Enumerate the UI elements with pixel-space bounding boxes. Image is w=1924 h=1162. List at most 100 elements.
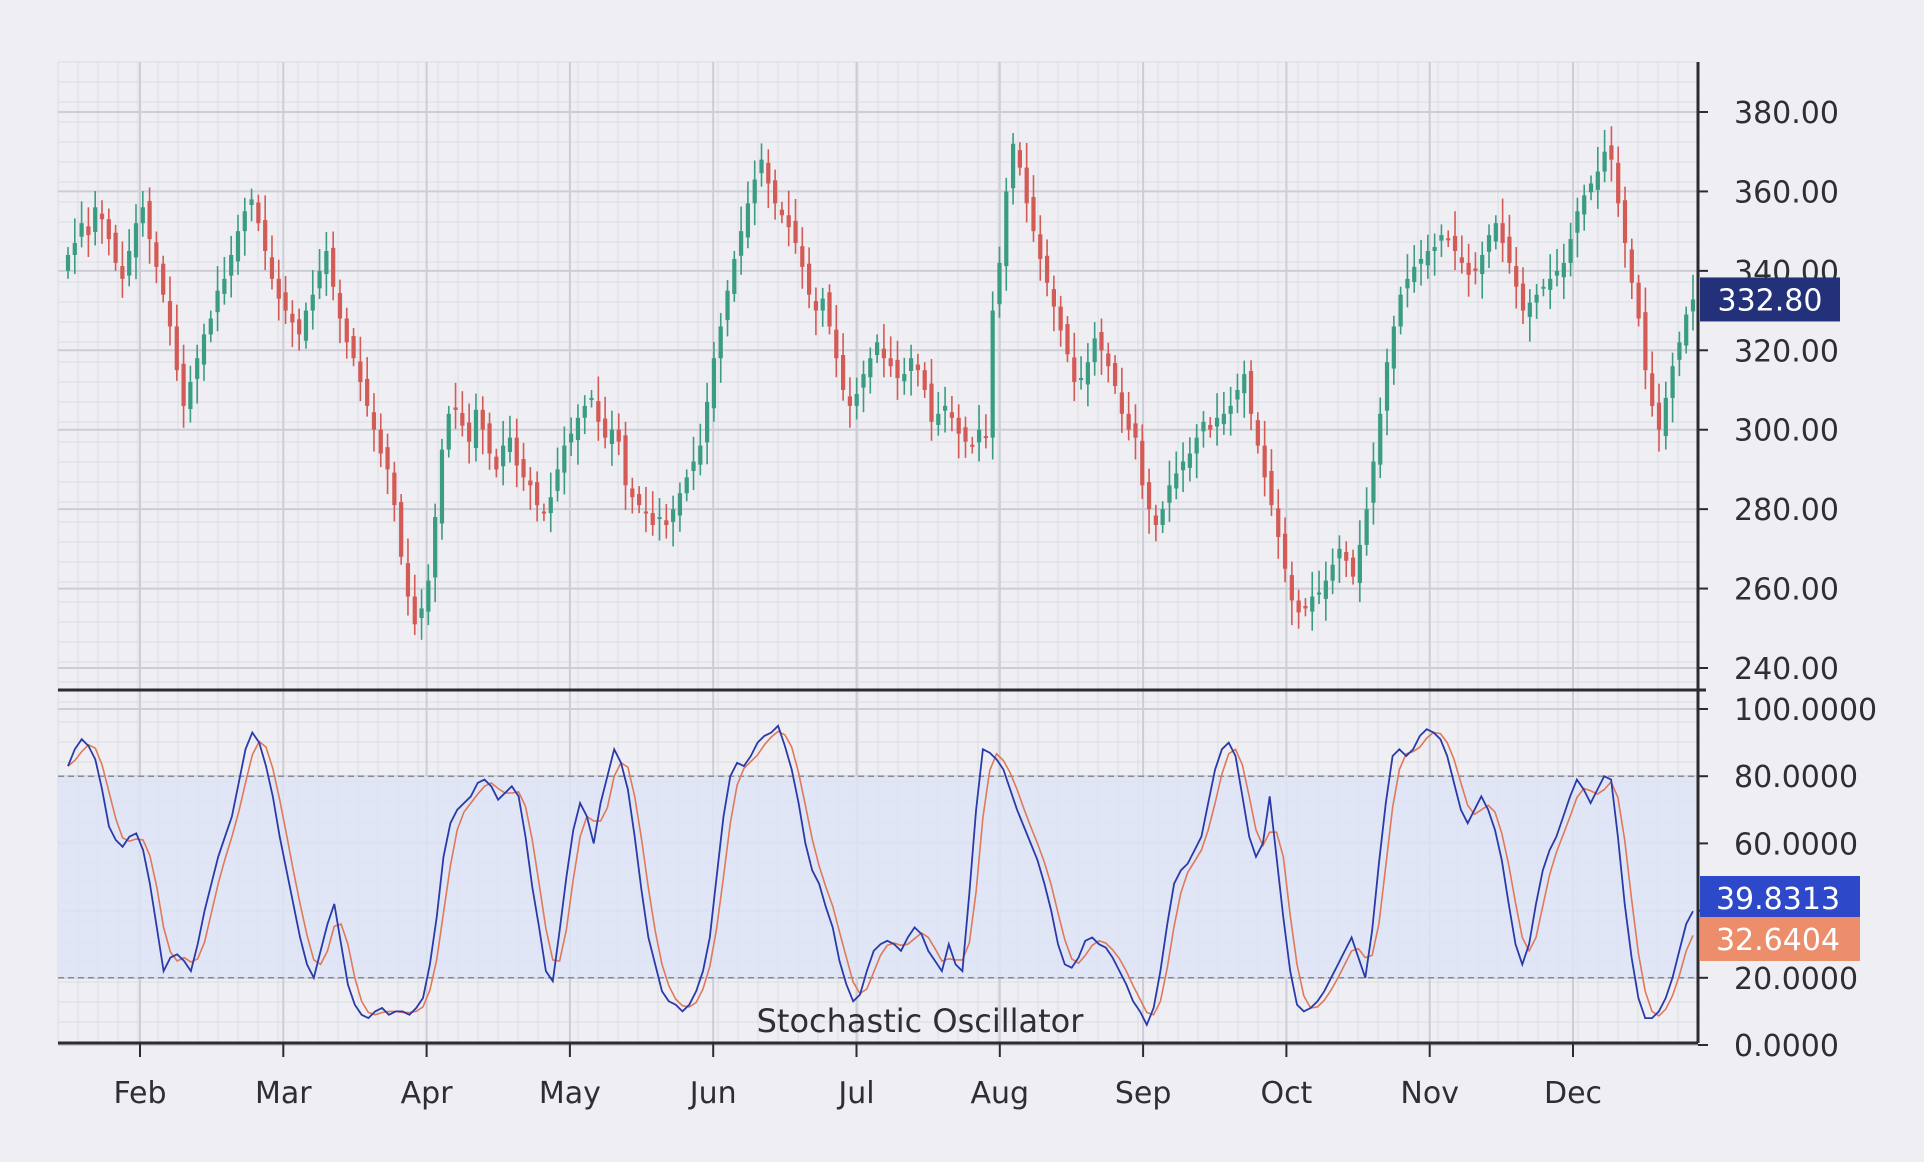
candle-body	[1677, 342, 1682, 360]
candle-body	[1289, 575, 1294, 601]
candle-body	[331, 247, 336, 287]
candle-body	[201, 334, 207, 365]
candle-body	[1629, 249, 1634, 283]
candle-body	[283, 292, 288, 311]
candle-body	[861, 374, 866, 388]
candle-body	[813, 301, 819, 311]
month-tick-label: Nov	[1400, 1076, 1459, 1111]
candle-body	[1092, 338, 1097, 363]
candle-body	[113, 232, 118, 263]
candle-body	[650, 513, 655, 526]
last-price-badge-bg	[1700, 277, 1840, 322]
candle-body	[705, 401, 710, 443]
candle-body	[1622, 200, 1628, 244]
candle-body	[1323, 580, 1328, 599]
candle-body	[412, 596, 417, 625]
candle-body	[1446, 238, 1451, 241]
candle-body	[1051, 289, 1056, 307]
candle-body	[1065, 324, 1070, 355]
candle-body	[820, 298, 825, 311]
candle-body	[779, 209, 785, 216]
candle-body	[1044, 255, 1050, 283]
candle-body	[773, 180, 778, 204]
candle-body	[1690, 299, 1696, 312]
osc-tick-label: 80.0000	[1734, 760, 1858, 795]
candle-body	[711, 358, 717, 409]
candle-body	[1554, 270, 1560, 276]
candle-body	[133, 223, 139, 258]
candle-body	[895, 359, 900, 379]
month-tick-label: Jun	[688, 1076, 737, 1111]
candle-body	[297, 319, 302, 335]
candle-body	[154, 242, 159, 267]
candle-body	[269, 257, 275, 279]
candle-body	[167, 301, 173, 327]
candle-body	[732, 258, 737, 294]
candle-body	[1412, 266, 1417, 282]
candle-body	[1330, 564, 1335, 581]
candle-body	[1119, 392, 1124, 414]
candle-body	[997, 262, 1002, 305]
candle-body	[263, 220, 268, 251]
candle-body	[494, 456, 499, 470]
price-tick-label: 320.00	[1734, 334, 1839, 369]
candle-body	[242, 211, 247, 232]
month-tick-label: Aug	[971, 1076, 1030, 1111]
osc-tick-label: 0.0000	[1734, 1029, 1839, 1064]
candle-body	[453, 407, 458, 410]
candle-body	[1520, 283, 1526, 311]
candle-body	[1344, 552, 1349, 561]
candle-body	[1174, 473, 1179, 489]
candle-body	[1201, 421, 1206, 432]
candle-body	[147, 200, 152, 240]
candle-body	[1500, 223, 1505, 244]
candle-body	[603, 418, 608, 438]
candlestick-series	[65, 126, 1696, 640]
candle-body	[609, 429, 615, 445]
candle-body	[1072, 357, 1077, 383]
candle-body	[174, 326, 179, 371]
candle-body	[1534, 294, 1539, 303]
candle-body	[684, 477, 689, 494]
candle-body	[786, 215, 791, 228]
k-value-badge-bg	[1700, 876, 1860, 920]
candle-body	[1357, 544, 1362, 584]
candle-body	[915, 364, 921, 371]
candle-body	[1242, 374, 1247, 394]
candle-body	[385, 447, 390, 470]
price-tick-label: 240.00	[1734, 652, 1839, 687]
candle-body	[93, 207, 98, 232]
candle-body	[535, 482, 540, 506]
candle-body	[399, 501, 404, 557]
candle-body	[1684, 314, 1689, 346]
candle-body	[439, 449, 445, 524]
candle-body	[1106, 353, 1111, 367]
candle-body	[1663, 397, 1668, 437]
candle-body	[1527, 302, 1532, 317]
candle-body	[1126, 413, 1131, 430]
candle-body	[337, 293, 343, 319]
candle-body	[1296, 600, 1301, 613]
candle-body	[215, 290, 220, 313]
k-value-badge: 39.8313	[1700, 876, 1860, 920]
candle-body	[1575, 211, 1580, 233]
candle-body	[1643, 312, 1648, 371]
candle-body	[745, 203, 751, 238]
candle-body	[847, 396, 853, 406]
d-value: 32.6404	[1716, 923, 1840, 958]
candle-body	[976, 429, 982, 443]
candle-body	[392, 472, 397, 506]
candle-body	[1058, 306, 1063, 331]
candle-body	[922, 370, 927, 390]
candle-body	[419, 608, 424, 618]
candle-body	[1405, 278, 1410, 289]
d-value-badge-bg	[1700, 917, 1860, 961]
candle-body	[507, 437, 513, 452]
candle-body	[65, 254, 71, 271]
candle-body	[963, 427, 968, 442]
candle-body	[1561, 262, 1566, 278]
candle-body	[671, 509, 676, 522]
oscillator-levels	[58, 775, 1698, 979]
candle-body	[1391, 326, 1396, 369]
candle-body	[1004, 191, 1009, 267]
